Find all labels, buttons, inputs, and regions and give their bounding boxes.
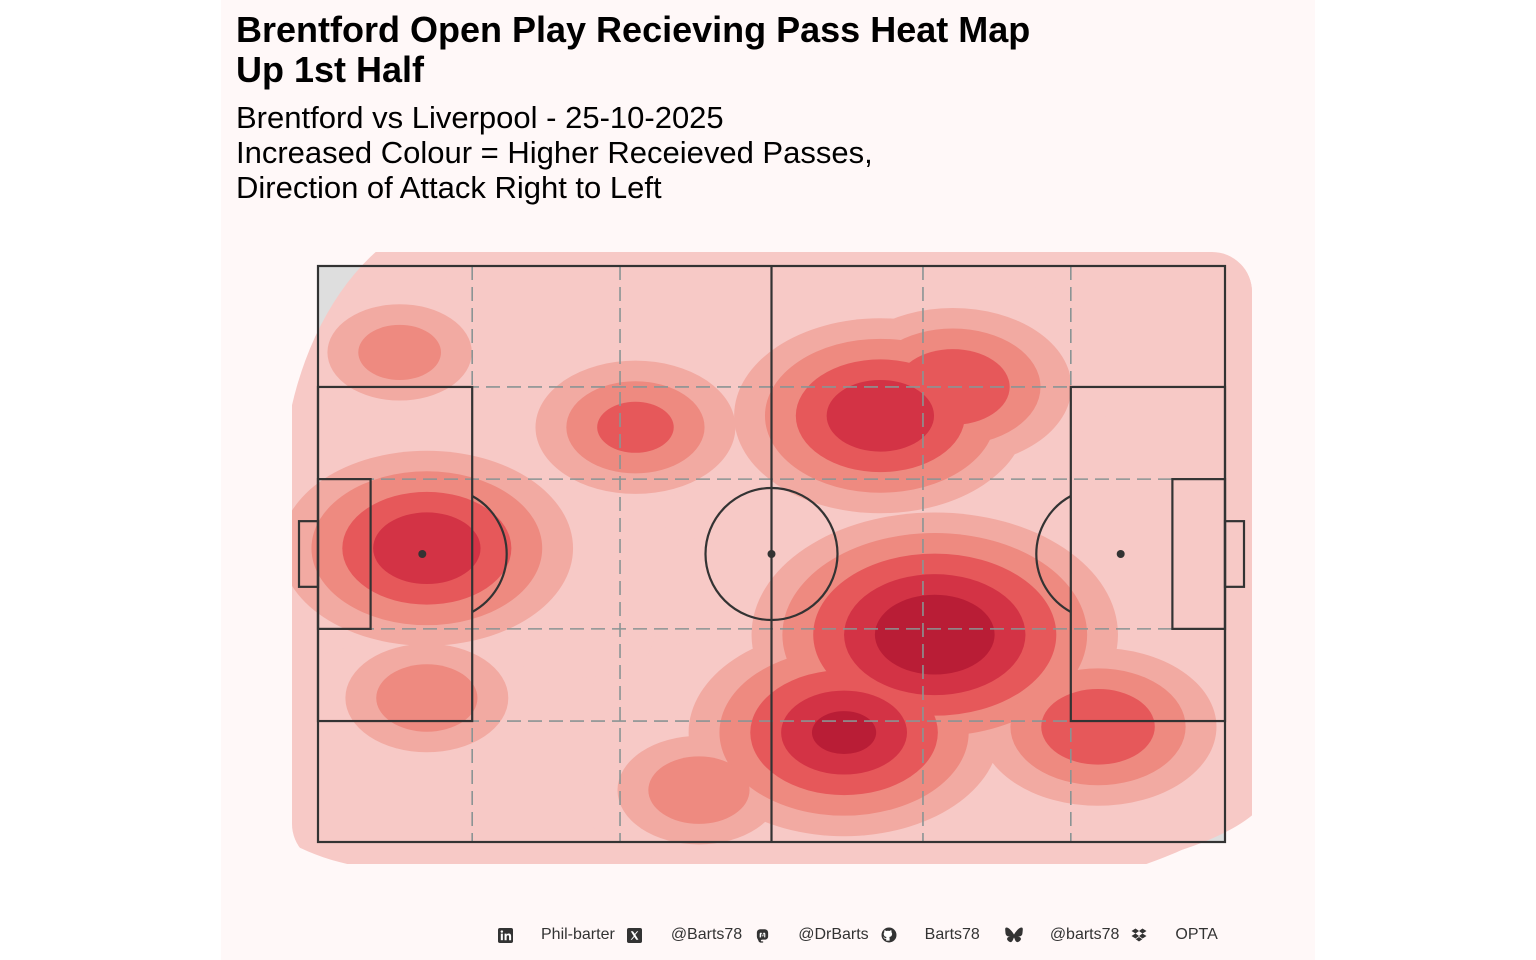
heat-contour <box>874 594 995 675</box>
subtitle-line-3: Direction of Attack Right to Left <box>236 170 662 205</box>
dropbox-icon <box>1129 925 1149 945</box>
centre-spot <box>767 550 776 558</box>
footer-label: OPTA <box>1175 926 1218 943</box>
github-icon <box>879 925 899 945</box>
title-line-2: Up 1st Half <box>236 49 425 90</box>
footer-item-dropbox: OPTA <box>1129 925 1227 945</box>
chart-title: Brentford Open Play Recieving Pass Heat … <box>236 10 1030 90</box>
linkedin-icon <box>495 925 515 945</box>
heat-contour <box>358 324 441 380</box>
goal-right <box>1223 520 1246 588</box>
subtitle-line-1: Brentford vs Liverpool - 25-10-2025 <box>236 100 724 135</box>
penalty-spot-left <box>418 550 427 558</box>
x-icon <box>625 925 645 945</box>
heat-contour <box>648 756 750 824</box>
subtitle-line-2: Increased Colour = Higher Receieved Pass… <box>236 135 873 170</box>
heat-density-layer <box>292 252 1252 864</box>
footer-label: Barts78 <box>924 926 980 943</box>
footer-label: @barts78 <box>1049 926 1120 943</box>
footer-label: Phil-barter <box>541 926 615 943</box>
social-footer: Phil-barter @Barts78 @DrBarts Barts78 @b… <box>495 922 1228 948</box>
penalty-arc-left <box>471 495 508 613</box>
heat-contour <box>373 512 481 585</box>
footer-label: @DrBarts <box>798 926 869 943</box>
footer-label: @Barts78 <box>670 926 743 943</box>
heat-contour <box>811 711 877 754</box>
footer-item-linkedin: Phil-barter <box>495 925 625 945</box>
chart-subtitle: Brentford vs Liverpool - 25-10-2025 Incr… <box>236 100 873 205</box>
goal-left <box>297 520 320 588</box>
heat-contour <box>376 664 478 732</box>
bluesky-icon <box>1004 925 1024 945</box>
penalty-spot-right <box>1116 550 1125 558</box>
centre-circle <box>704 486 839 622</box>
footer-item-mastodon: @DrBarts <box>752 925 878 945</box>
footer-item-github: Barts78 <box>879 925 990 945</box>
pitch-markings <box>297 264 1246 844</box>
title-line-1: Brentford Open Play Recieving Pass Heat … <box>236 9 1031 50</box>
footer-item-x: @Barts78 <box>625 925 752 945</box>
footer-item-bluesky: @barts78 <box>990 925 1130 945</box>
heat-contour <box>1041 688 1155 765</box>
heat-contour <box>597 401 674 453</box>
heat-contour <box>826 379 935 452</box>
mastodon-icon <box>752 925 772 945</box>
penalty-arc-right <box>1035 495 1072 613</box>
